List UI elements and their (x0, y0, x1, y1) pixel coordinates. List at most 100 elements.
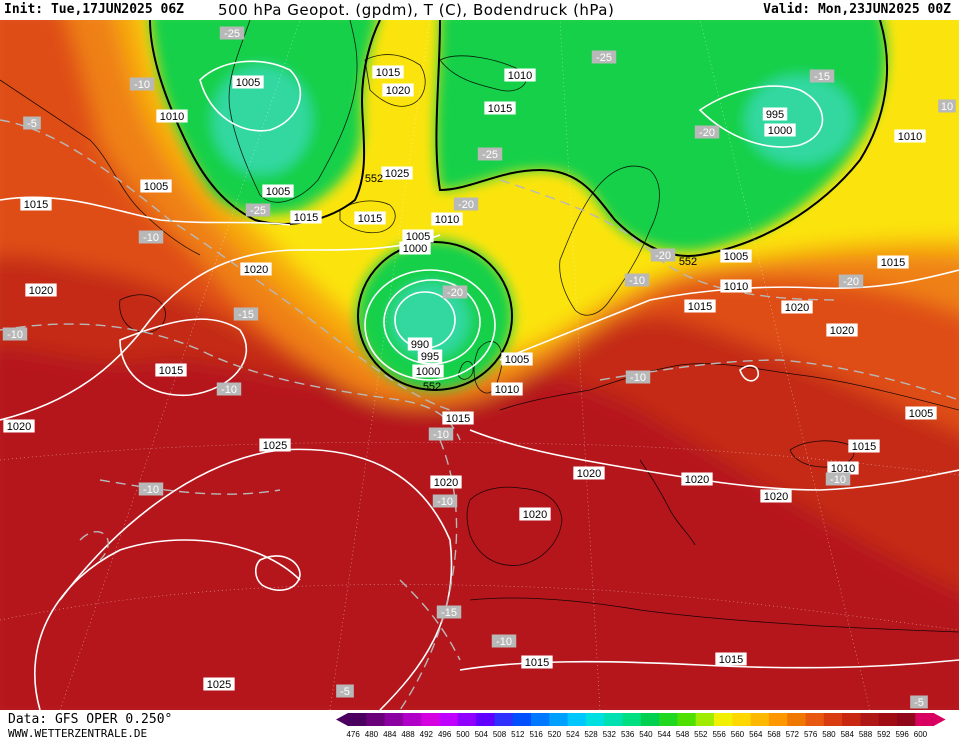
legend-tick-label: 520 (548, 730, 562, 739)
isobar-label: 1010 (720, 279, 752, 293)
geopotential-label: 552 (365, 173, 383, 185)
isobar-label-text: 1015 (488, 103, 512, 115)
isobar-label: 1015 (877, 255, 909, 269)
isotherm-label-text: -25 (250, 205, 266, 217)
isotherm-label-text: -5 (340, 686, 350, 698)
isotherm-label-text: -10 (143, 232, 159, 244)
isobar-label-text: 1015 (525, 657, 549, 669)
isotherm-label: -25 (219, 26, 245, 40)
isobar-label-text: 1005 (406, 231, 430, 243)
isotherm-label: -15 (809, 69, 835, 83)
isobar-label: 1020 (3, 419, 35, 433)
isobar-label: 1015 (20, 197, 52, 211)
isobar-label-text: 1020 (785, 302, 809, 314)
legend-tick-label: 584 (841, 730, 855, 739)
legend-tick-label: 568 (767, 730, 781, 739)
isotherm-label-text: -10 (7, 329, 23, 341)
isobar-label-text: 1005 (236, 77, 260, 89)
legend-swatch (384, 713, 404, 726)
isotherm-label-text: -25 (482, 149, 498, 161)
isobar-label: 1020 (573, 466, 605, 480)
legend-tick-label: 500 (456, 730, 470, 739)
legend-swatch (787, 713, 806, 726)
isobar-label-text: 1020 (764, 491, 788, 503)
isobar-label: 1020 (760, 489, 792, 503)
isobar-label-text: 1020 (523, 509, 547, 521)
isotherm-label-text: -10 (496, 636, 512, 648)
isotherm-label: -5 (336, 684, 354, 698)
geopotential-label-text: 552 (365, 173, 383, 185)
isobar-label-text: 1000 (403, 243, 427, 255)
color-legend: 476 480 484 488 492 496 500 504 508 512 516 520 524 5… (336, 713, 946, 739)
isobar-label-text: 1005 (144, 181, 168, 193)
isobar-label: 1015 (372, 65, 404, 79)
legend-tick-label: 592 (877, 730, 891, 739)
isobar-label-text: 1000 (416, 366, 440, 378)
isotherm-label-text: -20 (843, 276, 859, 288)
isotherm-label: -10 (491, 634, 517, 648)
legend-swatch (695, 713, 715, 726)
valid-time: Valid: Mon,23JUN2025 00Z (763, 2, 951, 17)
legend-swatch (494, 713, 514, 726)
isotherm-label-text: -10 (221, 384, 237, 396)
isobar-label: 990 (407, 337, 433, 351)
legend-tick-label: 528 (584, 730, 598, 739)
isobar-label-text: 1025 (385, 168, 409, 180)
isobar-label: 1015 (521, 655, 553, 669)
isobar-label-text: 1020 (685, 474, 709, 486)
legend-swatch (750, 713, 770, 726)
isobar-label-text: 1000 (768, 125, 792, 137)
legend-swatch (402, 713, 422, 726)
isobar-label: 1020 (240, 262, 272, 276)
isobar-label: 1010 (156, 109, 188, 123)
isotherm-label-text: -5 (27, 118, 37, 130)
isobar-label: 1005 (720, 249, 752, 263)
legend-swatch (860, 713, 880, 726)
isobar-label-text: 990 (411, 339, 429, 351)
legend-swatch (823, 713, 843, 726)
legend-tick-label: 540 (639, 730, 653, 739)
isobar-label: 1020 (826, 323, 858, 337)
isobar-label: 1000 (764, 123, 796, 137)
isotherm-label-text: -10 (630, 372, 646, 384)
legend-tick-label: 516 (529, 730, 543, 739)
legend-tick-label: 556 (712, 730, 726, 739)
isobar-label: 1005 (232, 75, 264, 89)
legend-swatch (897, 713, 916, 726)
isobar-label-text: 1015 (358, 213, 382, 225)
coastlines (0, 20, 959, 633)
isotherm-label: -20 (694, 125, 720, 139)
legend-tick-label: 544 (658, 730, 672, 739)
isotherm-label: -10 (625, 370, 651, 384)
isobar-label: 1025 (259, 438, 291, 452)
isobar-label-text: 1010 (831, 463, 855, 475)
isobar-label-text: 995 (766, 109, 784, 121)
isobar-label: 995 (417, 349, 443, 363)
isobar-label: 1000 (399, 241, 431, 255)
isotherm-label-text: -10 (437, 496, 453, 508)
legend-swatch (366, 713, 386, 726)
isotherm-label-text: -15 (238, 309, 254, 321)
isotherm-label: -5 (910, 695, 928, 709)
isobar-label-text: 1020 (29, 285, 53, 297)
isobar-label: 1020 (430, 475, 462, 489)
isobar-label: 1010 (491, 382, 523, 396)
isobar-label-text: 1020 (244, 264, 268, 276)
isobar-label-text: 1005 (724, 251, 748, 263)
legend-arrow-right (933, 713, 946, 726)
legend-swatch (476, 713, 495, 726)
isobar-label: 1020 (25, 283, 57, 297)
legend-swatch (732, 713, 752, 726)
legend-tick-label: 532 (603, 730, 617, 739)
isobar-label: 1010 (504, 68, 536, 82)
legend-swatch (348, 713, 367, 726)
legend-swatch (457, 713, 477, 726)
isotherm-label-text: -10 (134, 79, 150, 91)
isobar-label: 1015 (442, 411, 474, 425)
isotherm-label: -20 (453, 197, 479, 211)
isotherm-label: -20 (442, 285, 468, 299)
isobar-label-text: 1005 (909, 408, 933, 420)
map-header: Init: Tue,17JUN2025 06Z 500 hPa Geopot. … (0, 0, 959, 20)
isobar-label-text: 1020 (7, 421, 31, 433)
